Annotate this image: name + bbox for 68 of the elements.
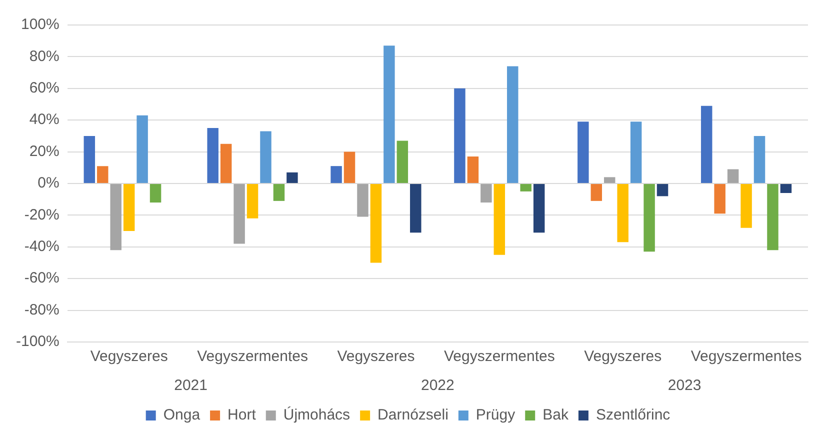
x-tick-label: Vegyszeres xyxy=(584,348,662,366)
bar xyxy=(617,184,628,242)
text: 2022 xyxy=(420,377,454,394)
bar xyxy=(123,184,135,232)
y-tick-label: -20% xyxy=(24,206,60,224)
bar xyxy=(727,169,739,183)
y-tick-label: 100% xyxy=(20,16,60,34)
bar xyxy=(630,122,642,183)
x-tick-label: Vegyszermentes xyxy=(690,348,802,366)
bar xyxy=(700,106,712,183)
y-tick-label: 60% xyxy=(29,80,60,97)
bar xyxy=(410,184,422,233)
y-tick-label: 20% xyxy=(29,142,60,160)
bar xyxy=(656,184,668,196)
y-tick-label: -100% xyxy=(16,333,60,350)
bar xyxy=(260,131,272,183)
text: 2021 xyxy=(174,377,208,394)
y-tick-label: -80% xyxy=(24,301,60,318)
bar xyxy=(357,184,368,217)
bar xyxy=(136,115,148,183)
bar xyxy=(234,184,245,244)
bar xyxy=(494,184,506,255)
bar xyxy=(533,184,545,233)
bar xyxy=(330,166,342,183)
bar xyxy=(590,184,602,201)
x-tick-label: Vegyszeres xyxy=(90,348,168,366)
bar xyxy=(480,184,492,203)
bar xyxy=(370,184,382,263)
bar xyxy=(344,152,356,183)
y-tick-label: -60% xyxy=(24,270,60,287)
bar xyxy=(740,184,752,228)
bar xyxy=(273,184,285,201)
x-tick-label: Vegyszermentes xyxy=(197,348,308,366)
legend-label: Hort xyxy=(228,406,257,424)
bar xyxy=(644,184,655,252)
x-tick-label: Vegyszeres xyxy=(337,348,415,366)
y-tick-label: 40% xyxy=(29,111,60,128)
x-tick-label: Vegyszermentes xyxy=(444,348,555,366)
bar xyxy=(220,144,232,183)
bar xyxy=(84,136,96,183)
bar xyxy=(467,156,479,183)
bar xyxy=(714,184,726,214)
bar xyxy=(578,122,589,183)
y-tick-label: 80% xyxy=(29,48,60,65)
bar xyxy=(454,88,466,183)
bar xyxy=(520,184,532,192)
bar xyxy=(207,128,218,183)
text: 2023 xyxy=(668,377,702,394)
bar xyxy=(286,172,298,183)
bar xyxy=(150,184,162,203)
bar xyxy=(754,136,766,183)
legend-label: Szentlőrinc xyxy=(596,406,671,424)
y-tick-label: 0% xyxy=(38,174,60,192)
bar xyxy=(246,184,258,218)
legend-label: Újmohács xyxy=(283,406,350,424)
bar xyxy=(396,140,408,183)
legend-label: Onga xyxy=(163,406,201,424)
bar xyxy=(767,184,778,250)
bar xyxy=(97,166,108,183)
bar xyxy=(507,66,518,183)
legend-label: Prügy xyxy=(476,406,516,424)
bar xyxy=(384,46,395,183)
bar xyxy=(604,177,616,183)
y-tick-label: -40% xyxy=(24,238,60,256)
bar xyxy=(780,184,792,194)
bar xyxy=(110,184,122,250)
legend-label: Bak xyxy=(542,406,569,424)
legend-label: Darnózseli xyxy=(378,406,448,424)
